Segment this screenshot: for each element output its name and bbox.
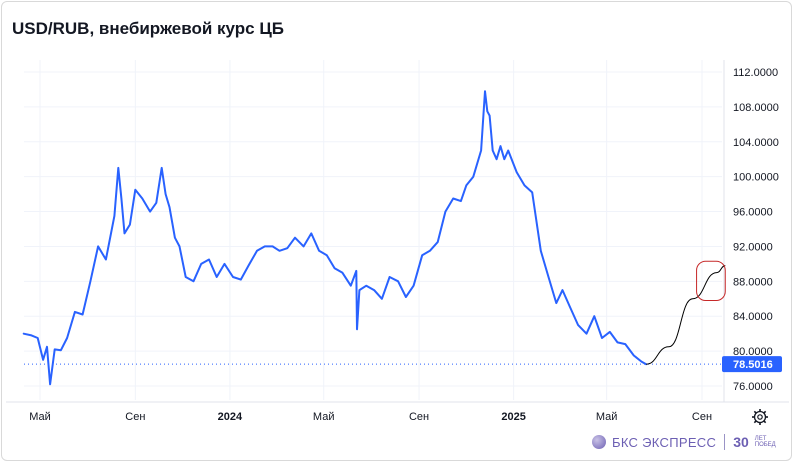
y-tick-label: 76.0000 bbox=[733, 381, 773, 393]
x-tick-label: Май bbox=[29, 411, 51, 423]
last-price-label-bg bbox=[722, 356, 782, 373]
x-tick-label: Сен bbox=[692, 411, 712, 423]
forecast-target-zone bbox=[696, 260, 726, 302]
x-tick-label: Сен bbox=[125, 411, 145, 423]
brand-footer: БКС ЭКСПРЕСС 30 ЛЕТ ПОБЕД bbox=[592, 431, 777, 453]
x-tick-label: 2025 bbox=[501, 411, 525, 423]
y-tick-label: 92.0000 bbox=[733, 241, 773, 253]
y-tick-label: 108.0000 bbox=[733, 102, 779, 114]
x-tick-label: Май bbox=[596, 411, 618, 423]
brand-age-subtitle: ЛЕТ ПОБЕД bbox=[754, 436, 776, 448]
y-tick-label: 80.0000 bbox=[733, 346, 773, 358]
y-tick-label: 104.0000 bbox=[733, 137, 779, 149]
brand-separator bbox=[724, 434, 726, 450]
y-tick-label: 88.0000 bbox=[733, 276, 773, 288]
bks-logo-icon bbox=[592, 435, 606, 449]
chart-title: USD/RUB, внебиржевой курс ЦБ bbox=[12, 19, 284, 38]
y-tick-label: 96.0000 bbox=[733, 207, 773, 219]
usd-rub-series-line[interactable] bbox=[22, 90, 648, 386]
brand-age: 30 bbox=[733, 434, 749, 450]
x-tick-label: Сен bbox=[409, 411, 429, 423]
forecast-curve bbox=[646, 265, 726, 365]
y-tick-label: 112.0000 bbox=[733, 67, 778, 79]
x-tick-label: 2024 bbox=[218, 411, 243, 423]
brand-name: БКС ЭКСПРЕСС bbox=[612, 434, 717, 450]
gear-icon[interactable] bbox=[752, 409, 768, 425]
y-tick-label: 100.0000 bbox=[733, 172, 779, 184]
y-tick-label: 84.0000 bbox=[733, 311, 773, 323]
last-price-label: 78.5016 bbox=[733, 359, 773, 371]
x-tick-label: Май bbox=[313, 411, 335, 423]
